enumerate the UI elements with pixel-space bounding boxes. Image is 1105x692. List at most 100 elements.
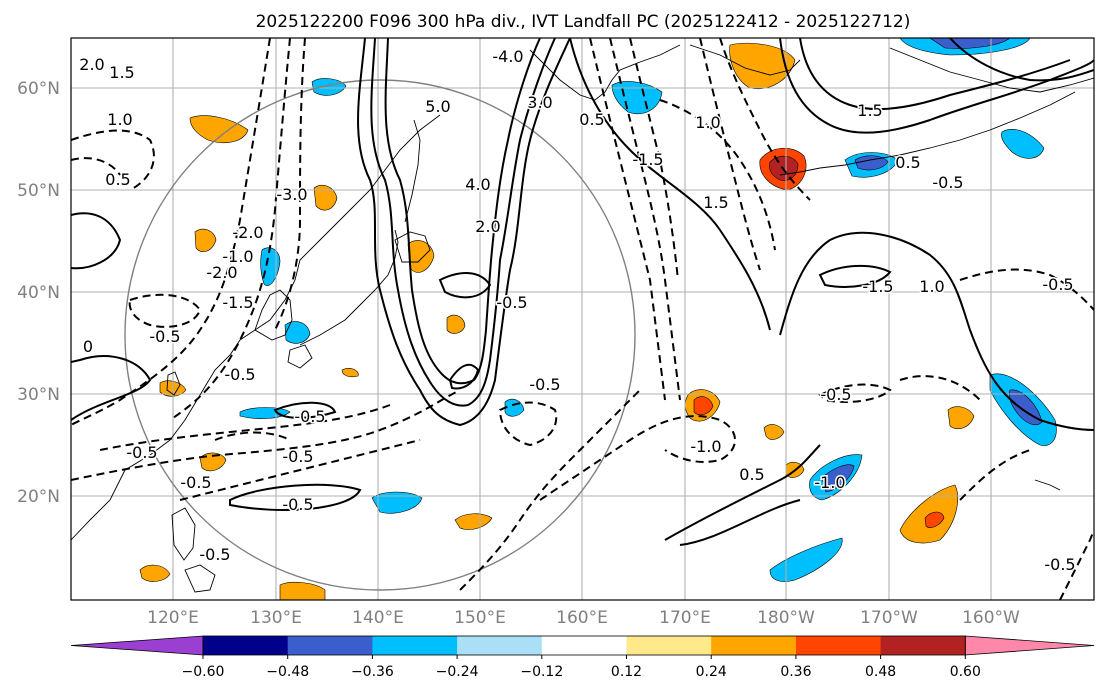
contour-pos-ne-2 [799,38,1071,111]
contour-label: -2.0 [232,223,263,242]
shade-neg-japan [284,321,311,344]
colorbar-segment [541,636,627,655]
contour-pos-mid-2 [448,363,480,390]
contour-pos-central-1 [229,483,362,511]
contour-label: -1.5 [632,150,663,169]
lat-label: 50°N [17,181,60,201]
colorbar-outline [202,635,966,656]
contour-pos-sw-1 [71,355,152,421]
great-circle [124,79,636,591]
contour-pos-sw-2 [71,212,122,270]
contour-neg-mid-1 [498,401,558,447]
contour-label: -1.0 [690,437,721,456]
shade-pos-177e-27n [763,424,785,440]
contour-label: -0.5 [180,473,211,492]
shade-pos-175w-30n [947,406,975,429]
shade-neg-157w-60n [1001,129,1045,159]
shade-neg-170w-22n-core [821,464,855,493]
latitude-tick-labels: 60°N 50°N 40°N 30°N 20°N [17,79,60,507]
contour-neg-se-2 [959,449,1031,501]
contour-pos-east-1 [779,231,1094,431]
contour-label: 2.0 [475,217,500,236]
coast-chukotka [689,44,801,76]
contour-label: 2.0 [79,55,104,74]
coast-hawaii [1034,479,1061,491]
contour-label: 1.0 [919,277,944,296]
colorbar-tick-label: 0.24 [696,664,727,680]
shade-pos-kamchatka-north [729,42,796,90]
contour-neg-mid-4 [71,157,121,176]
colorbar-segment [711,636,797,655]
shaded-divergence [139,38,1057,600]
contour-neg-south-5 [539,415,736,501]
contour-label: 1.0 [107,110,132,129]
contour-neg-mid-2 [214,431,291,441]
lon-label: 140°E [352,608,404,628]
contour-neg-kamchatka-3 [629,38,679,281]
contours-negative [71,38,1094,600]
contour-label: -3.0 [276,185,307,204]
contour-neg-east-2 [719,38,811,201]
colorbar-tick-label: −0.60 [182,664,225,680]
contour-pos-north-1 [569,38,771,331]
shade-neg-dateline-52n-core [854,155,889,171]
colorbar: −0.60 −0.48 −0.36 −0.24 −0.12 0.12 0.24 0.36 0.4… [70,635,1095,680]
longitude-tick-labels: 120°E 130°E 140°E 150°E 160°E 170°E 180°W 170°W… [147,608,1020,628]
contour-pos-mid-1 [438,272,492,299]
contour-label: -0.5 [529,375,560,394]
contour-pos-central-2 [273,401,337,419]
contour-neg-asia-1 [128,293,202,328]
contour-neg-kamchatka-1 [589,38,666,401]
contour-neg-mid-3 [71,129,155,191]
colorbar-segment [880,636,966,655]
map-frame [70,37,1095,601]
colorbar-segment [457,636,543,655]
coast-taiwan [166,371,181,396]
contour-label: -0.5 [820,385,851,404]
lon-label: 150°E [454,608,506,628]
contour-label: -0.5 [496,293,527,312]
shade-pos-165e-30n-core [693,396,714,416]
colorbar-segment [287,636,373,655]
colorbar-tick-label: 0.36 [780,664,811,680]
contour-pos-ne-1 [779,38,1094,134]
lon-label: 120°E [147,608,199,628]
lat-label: 60°N [17,79,60,99]
contour-label: -1.5 [862,277,893,296]
contour-label: 3.0 [527,93,552,112]
contour-label: -0.5 [149,327,180,346]
colorbar-tick-label: 0.12 [611,664,642,680]
contour-label: 0.5 [105,170,130,189]
contour-neg-kamchatka-2 [609,38,681,401]
shade-neg-175w-15n [769,537,843,582]
shade-neg-korea [260,247,281,286]
lon-label: 130°E [250,608,302,628]
contour-label: -0.5 [1042,275,1073,294]
coast-mindanao [184,564,216,593]
contour-pos-se-2 [679,499,801,546]
contour-label: 0.5 [739,465,764,484]
colorbar-tick-label: −0.48 [266,664,309,680]
lon-label: 180°W [757,608,815,628]
contour-label: -0.5 [126,443,157,462]
shade-pos-okhotsk [189,115,249,143]
shade-pos-160w-20n [899,484,959,544]
colorbar-tick-label: −0.12 [520,664,563,680]
coast-hokkaido [394,231,431,263]
colorbar-extend-low [70,635,204,656]
contour-label: -0.5 [932,173,963,192]
shade-pos-hokkaido [407,240,435,273]
colorbar-tick-label: −0.36 [351,664,394,680]
contour-neg-ne-3 [959,268,1094,311]
contour-label: -0.5 [282,495,313,514]
contour-neg-south-4 [459,389,641,591]
contour-pos-se-1 [664,444,821,541]
contour-neg-west-3 [274,38,306,331]
contour-neg-south-1 [71,389,461,481]
shade-pos-manchuria [194,228,217,253]
contour-neg-se-1 [1059,529,1094,600]
contour-label: -1.0 [222,247,253,266]
coast-kyushu [287,344,313,369]
contour-label: 0 [83,337,93,356]
